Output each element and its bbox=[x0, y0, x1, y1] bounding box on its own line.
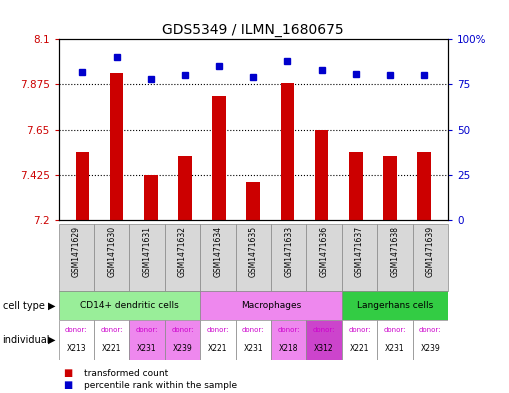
Bar bbox=[383, 156, 397, 220]
Bar bbox=[212, 95, 226, 220]
Text: GSM1471638: GSM1471638 bbox=[390, 226, 400, 277]
Text: Langerhans cells: Langerhans cells bbox=[357, 301, 433, 310]
Bar bbox=[412, 320, 448, 360]
Text: donor:: donor: bbox=[65, 327, 88, 333]
Bar bbox=[412, 224, 448, 291]
Text: cell type: cell type bbox=[3, 301, 44, 310]
Bar bbox=[59, 320, 94, 360]
Text: ■: ■ bbox=[64, 368, 73, 378]
Text: GSM1471630: GSM1471630 bbox=[107, 226, 116, 277]
Text: X213: X213 bbox=[66, 344, 86, 353]
Bar bbox=[236, 224, 271, 291]
Text: X221: X221 bbox=[350, 344, 369, 353]
Bar bbox=[94, 320, 129, 360]
Bar bbox=[236, 320, 271, 360]
Bar bbox=[342, 224, 377, 291]
Text: donor:: donor: bbox=[348, 327, 371, 333]
Bar bbox=[59, 291, 200, 320]
Bar bbox=[144, 175, 158, 220]
Text: X221: X221 bbox=[208, 344, 228, 353]
Text: donor:: donor: bbox=[384, 327, 406, 333]
Bar bbox=[315, 130, 328, 220]
Title: GDS5349 / ILMN_1680675: GDS5349 / ILMN_1680675 bbox=[162, 23, 344, 37]
Text: GSM1471636: GSM1471636 bbox=[320, 226, 328, 277]
Text: X239: X239 bbox=[420, 344, 440, 353]
Text: ▶: ▶ bbox=[47, 335, 55, 345]
Text: donor:: donor: bbox=[171, 327, 194, 333]
Text: percentile rank within the sample: percentile rank within the sample bbox=[84, 381, 237, 389]
Text: individual: individual bbox=[3, 335, 50, 345]
Bar bbox=[280, 83, 294, 220]
Bar bbox=[271, 224, 306, 291]
Bar bbox=[129, 224, 165, 291]
Text: ■: ■ bbox=[64, 380, 73, 390]
Text: GSM1471633: GSM1471633 bbox=[284, 226, 293, 277]
Text: donor:: donor: bbox=[242, 327, 265, 333]
Bar bbox=[306, 224, 342, 291]
Bar bbox=[342, 320, 377, 360]
Text: GSM1471637: GSM1471637 bbox=[355, 226, 364, 277]
Bar bbox=[129, 320, 165, 360]
Text: CD14+ dendritic cells: CD14+ dendritic cells bbox=[80, 301, 179, 310]
Text: GSM1471631: GSM1471631 bbox=[143, 226, 152, 277]
Text: transformed count: transformed count bbox=[84, 369, 168, 378]
Bar bbox=[200, 320, 236, 360]
Bar bbox=[377, 224, 412, 291]
Text: GSM1471639: GSM1471639 bbox=[426, 226, 435, 277]
Text: donor:: donor: bbox=[207, 327, 229, 333]
Bar bbox=[165, 320, 200, 360]
Text: X312: X312 bbox=[314, 344, 334, 353]
Bar bbox=[200, 224, 236, 291]
Text: X239: X239 bbox=[173, 344, 192, 353]
Text: ▶: ▶ bbox=[47, 301, 55, 310]
Bar bbox=[246, 182, 260, 220]
Text: donor:: donor: bbox=[419, 327, 441, 333]
Bar bbox=[110, 73, 123, 220]
Text: X231: X231 bbox=[385, 344, 405, 353]
Text: GSM1471635: GSM1471635 bbox=[249, 226, 258, 277]
Bar bbox=[377, 320, 412, 360]
Bar bbox=[349, 152, 362, 220]
Text: GSM1471632: GSM1471632 bbox=[178, 226, 187, 277]
Bar bbox=[271, 320, 306, 360]
Text: X231: X231 bbox=[137, 344, 157, 353]
Text: X221: X221 bbox=[102, 344, 121, 353]
Bar bbox=[306, 320, 342, 360]
Bar bbox=[165, 224, 200, 291]
Bar bbox=[76, 152, 89, 220]
Text: Macrophages: Macrophages bbox=[241, 301, 301, 310]
Text: X218: X218 bbox=[279, 344, 298, 353]
Text: donor:: donor: bbox=[136, 327, 158, 333]
Bar bbox=[417, 152, 431, 220]
Bar bbox=[59, 224, 94, 291]
Text: GSM1471634: GSM1471634 bbox=[213, 226, 222, 277]
Text: GSM1471629: GSM1471629 bbox=[72, 226, 81, 277]
Text: X231: X231 bbox=[243, 344, 263, 353]
Bar bbox=[178, 156, 192, 220]
Text: donor:: donor: bbox=[313, 327, 335, 333]
Bar bbox=[342, 291, 448, 320]
Text: donor:: donor: bbox=[100, 327, 123, 333]
Bar bbox=[94, 224, 129, 291]
Bar bbox=[200, 291, 342, 320]
Text: donor:: donor: bbox=[277, 327, 300, 333]
